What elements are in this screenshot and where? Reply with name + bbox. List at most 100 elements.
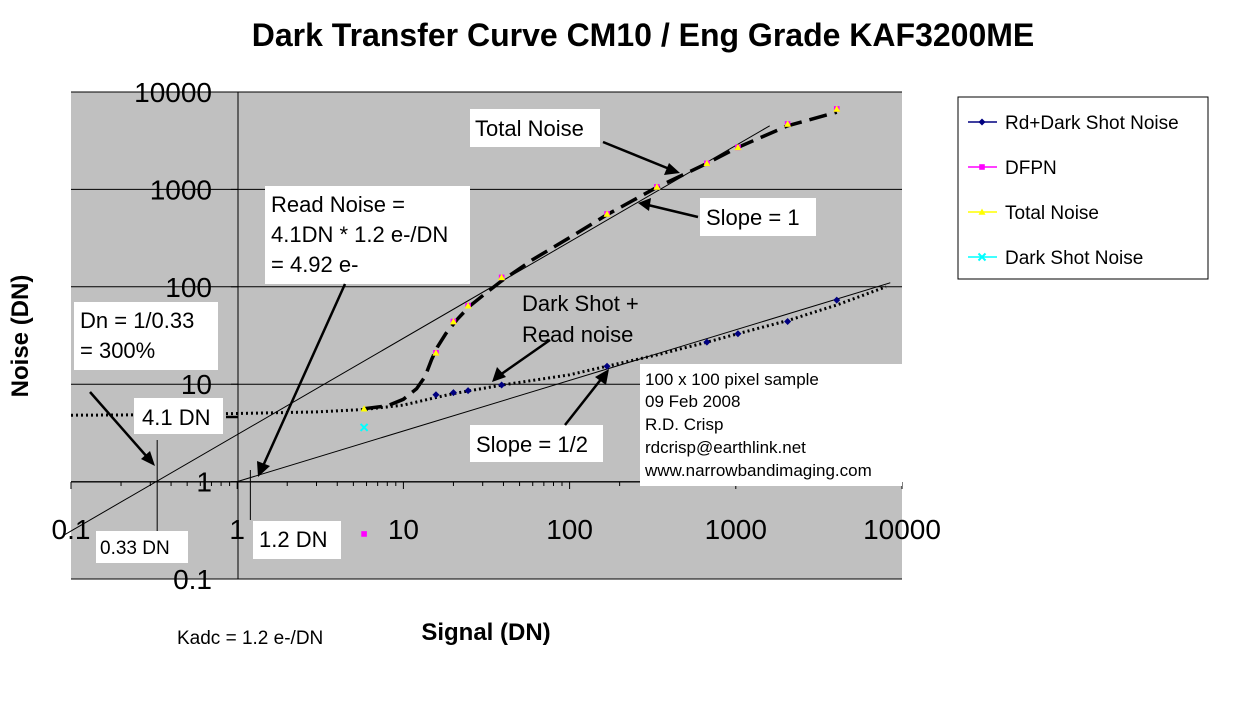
marker-triangle-2-4: [498, 273, 506, 281]
annotation-sample-info: 100 x 100 pixel sample 09 Feb 2008 R.D. …: [640, 364, 902, 486]
marker-triangle-2-0: [360, 405, 368, 412]
legend-marker-square: [979, 164, 985, 170]
legend-label: Dark Shot Noise: [1005, 248, 1143, 269]
sample-info-line1: 100 x 100 pixel sample: [645, 370, 819, 389]
arrowhead-slope-half: [595, 369, 609, 385]
legend-item: Rd+Dark Shot Noise: [968, 113, 1179, 134]
y-tick-label-5: 10000: [134, 77, 212, 108]
legend-item: DFPN: [968, 158, 1057, 179]
marker-diamond-0-0: [432, 391, 440, 399]
arrow-slope-half: [564, 377, 603, 426]
annotation-dn-ratio-line1: Dn = 1/0.33: [80, 308, 194, 333]
y-tick-label-2: 10: [181, 369, 212, 400]
sample-info-line5: www.narrowbandimaging.com: [644, 461, 872, 480]
annotation-dark-shot-line1: Dark Shot +: [522, 291, 639, 316]
legend-marker-diamond: [978, 118, 986, 126]
y-tick-label-4: 1000: [150, 174, 212, 205]
arrow-total-noise: [602, 140, 673, 172]
marker-triangle-2-8: [734, 143, 742, 151]
annotation-slope-half-text: Slope = 1/2: [476, 432, 588, 457]
annotation-4-1-dn: 4.1 DN: [134, 398, 223, 434]
marker-triangle-2-5: [603, 210, 611, 217]
marker-triangle-2-10: [833, 105, 841, 112]
arrowhead-slope-1: [638, 198, 651, 211]
annotation-dn-ratio-line2: = 300%: [80, 338, 155, 363]
legend-label: DFPN: [1005, 158, 1057, 179]
fit-curves: [70, 110, 887, 417]
marker-triangle-2-6: [653, 183, 661, 190]
legend-label: Rd+Dark Shot Noise: [1005, 113, 1179, 134]
marker-diamond-0-8: [833, 296, 841, 304]
marker-diamond-0-7: [784, 318, 792, 326]
marker-square-1-0: [361, 531, 367, 537]
marker-diamond-0-4: [603, 362, 611, 370]
annotation-0-33-dn: 0.33 DN: [96, 531, 188, 563]
annotation-dark-shot-line2: Read noise: [522, 322, 633, 347]
marker-diamond-0-1: [449, 389, 457, 397]
annotation-1-2-dn: 1.2 DN: [253, 521, 341, 559]
marker-triangle-2-1: [432, 349, 440, 356]
marker-diamond-0-2: [464, 387, 472, 395]
annotation-read-noise: Read Noise = 4.1DN * 1.2 e-/DN = 4.92 e-: [265, 186, 470, 284]
legend-marker-x: [977, 252, 987, 262]
marker-triangle-2-9: [784, 120, 792, 127]
annotation-slope-1: Slope = 1: [700, 198, 816, 236]
arrow-slope-1: [647, 203, 699, 219]
annotation-4-1-dn-text: 4.1 DN: [142, 405, 210, 430]
marker-x-3-0: [359, 423, 369, 432]
x-tick-label-4: 1000: [705, 514, 767, 545]
x-tick-label-5: 10000: [863, 514, 941, 545]
annotation-1-2-dn-text: 1.2 DN: [259, 527, 327, 552]
annotation-dark-shot: Dark Shot + Read noise: [522, 291, 639, 347]
annotation-total-noise-text: Total Noise: [475, 116, 584, 141]
marker-triangle-2-7: [703, 159, 711, 167]
arrowhead-dn-ratio: [141, 451, 155, 466]
arrowhead-dark-shot: [492, 367, 506, 382]
marker-diamond-0-5: [703, 338, 711, 346]
annotation-slope-1-text: Slope = 1: [706, 205, 800, 230]
arrows: [89, 140, 699, 477]
sample-info-line3: R.D. Crisp: [645, 415, 723, 434]
marker-triangle-2-2: [449, 318, 457, 325]
annotation-slope-half: Slope = 1/2: [470, 425, 603, 462]
y-tick-labels: 0.1 1 10 100 1000 10000: [134, 77, 212, 595]
arrowhead-read-noise: [257, 461, 270, 477]
data-markers: [359, 105, 841, 537]
slope-half-line: [237, 282, 891, 483]
sample-info-line4: rdcrisp@earthlink.net: [645, 438, 806, 457]
total-noise-fit: [363, 110, 838, 411]
legend-marker-triangle: [978, 208, 986, 215]
x-tick-labels: 0.1 1 10 100 1000 10000: [52, 514, 941, 545]
annotation-total-noise: Total Noise: [470, 109, 600, 147]
x-tick-label-2: 10: [388, 514, 419, 545]
marker-diamond-0-3: [498, 381, 506, 389]
arrow-read-noise: [261, 283, 347, 467]
annotation-read-noise-line2: 4.1DN * 1.2 e-/DN: [271, 222, 448, 247]
legend-label: Total Noise: [1005, 203, 1099, 224]
slope-1-line: [63, 125, 770, 536]
marker-triangle-2-3: [464, 302, 472, 309]
annotation-kadc: Kadc = 1.2 e-/DN: [177, 628, 323, 649]
annotation-dn-ratio: Dn = 1/0.33 = 300%: [74, 302, 218, 370]
sample-info-line2: 09 Feb 2008: [645, 392, 740, 411]
legend-box: [957, 96, 1209, 280]
annotation-read-noise-line3: = 4.92 e-: [271, 252, 358, 277]
reference-lines: [63, 125, 891, 536]
y-tick-label-3: 100: [165, 272, 212, 303]
annotation-read-noise-line1: Read Noise =: [271, 192, 405, 217]
legend-item: Dark Shot Noise: [968, 248, 1143, 269]
marker-diamond-0-6: [734, 330, 742, 338]
x-tick-label-3: 100: [546, 514, 593, 545]
x-axis-title: Signal (DN): [421, 619, 550, 646]
x-tick-label-0: 0.1: [52, 514, 91, 545]
y-tick-label-1: 1: [196, 467, 212, 498]
y-tick-label-0: 0.1: [173, 564, 212, 595]
legend-items: Rd+Dark Shot Noise DFPN Total Noise Dark Sh…: [968, 113, 1179, 269]
legend: Rd+Dark Shot Noise DFPN Total Noise Dark Sh…: [957, 96, 1209, 280]
arrow-dn-ratio: [89, 391, 149, 459]
arrow-dark-shot: [499, 338, 551, 377]
annotation-0-33-dn-text: 0.33 DN: [100, 538, 170, 559]
arrowhead-total-noise: [664, 163, 680, 175]
y-axis-title: Noise (DN): [7, 275, 34, 398]
